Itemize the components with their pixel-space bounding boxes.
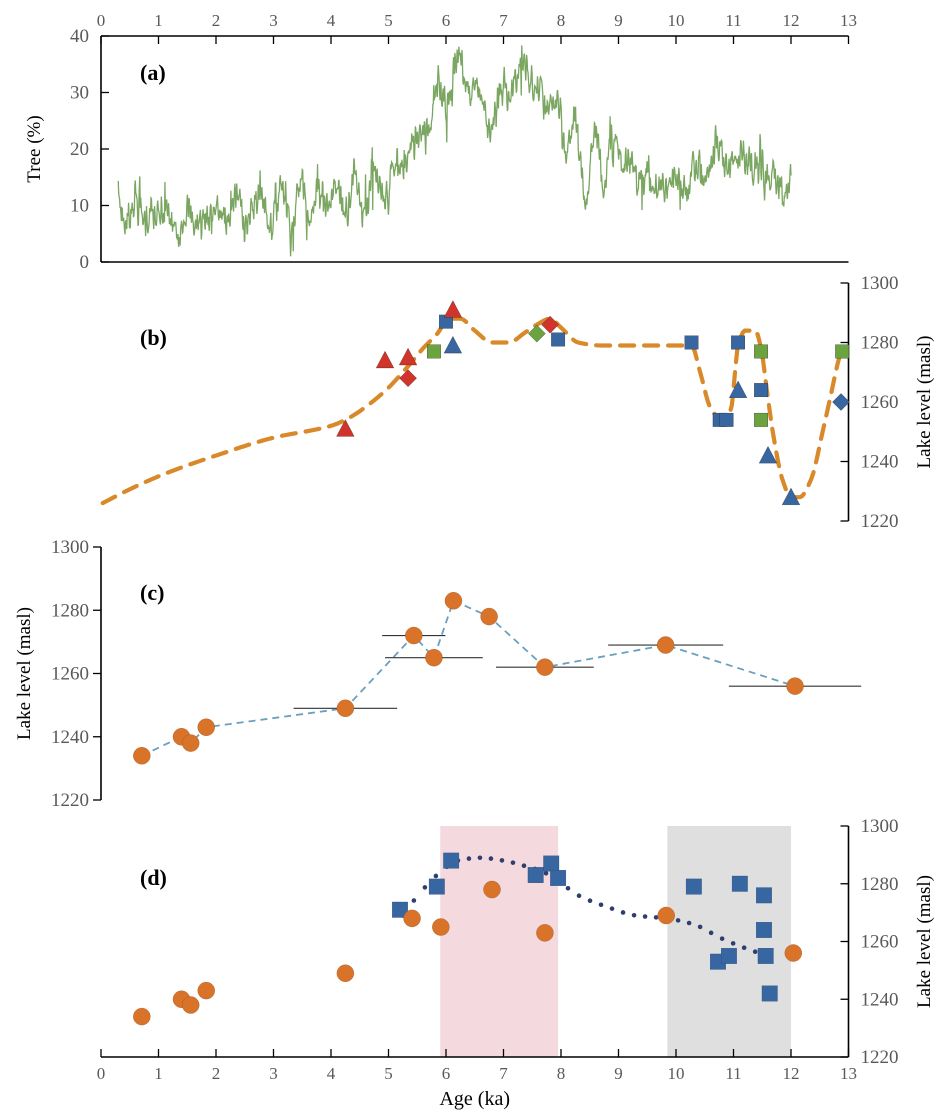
svg-text:1260: 1260 xyxy=(861,392,899,413)
svg-text:7: 7 xyxy=(499,11,508,30)
svg-text:10: 10 xyxy=(668,1064,685,1083)
svg-text:12: 12 xyxy=(783,1064,800,1083)
svg-text:11: 11 xyxy=(725,1064,741,1083)
svg-text:9: 9 xyxy=(614,11,623,30)
svg-text:13: 13 xyxy=(840,11,857,30)
svg-text:Tree (%): Tree (%) xyxy=(24,115,45,182)
svg-text:1: 1 xyxy=(154,1064,163,1083)
svg-text:8: 8 xyxy=(557,11,566,30)
svg-text:1220: 1220 xyxy=(861,1047,899,1068)
svg-text:1260: 1260 xyxy=(861,932,899,953)
svg-text:6: 6 xyxy=(442,1064,451,1083)
svg-text:10: 10 xyxy=(668,11,685,30)
svg-text:9: 9 xyxy=(614,1064,623,1083)
svg-text:1300: 1300 xyxy=(861,273,899,294)
svg-text:0: 0 xyxy=(97,1064,106,1083)
svg-text:1240: 1240 xyxy=(51,727,89,748)
svg-text:1240: 1240 xyxy=(861,989,899,1010)
svg-text:30: 30 xyxy=(70,83,89,104)
svg-text:6: 6 xyxy=(442,11,451,30)
svg-text:3: 3 xyxy=(269,1064,278,1083)
svg-text:11: 11 xyxy=(725,11,741,30)
svg-text:10: 10 xyxy=(70,196,89,217)
svg-text:Age (ka): Age (ka) xyxy=(439,1088,510,1110)
svg-text:(d): (d) xyxy=(140,865,167,890)
svg-text:1220: 1220 xyxy=(861,511,899,532)
svg-text:1280: 1280 xyxy=(861,333,899,354)
svg-text:1: 1 xyxy=(154,11,163,30)
svg-text:Lake level (masl): Lake level (masl) xyxy=(14,607,35,740)
svg-text:1280: 1280 xyxy=(51,600,89,621)
svg-text:2: 2 xyxy=(212,11,221,30)
svg-text:1280: 1280 xyxy=(861,874,899,895)
svg-text:12: 12 xyxy=(783,11,800,30)
svg-text:1260: 1260 xyxy=(51,664,89,685)
svg-text:8: 8 xyxy=(557,1064,566,1083)
svg-text:(a): (a) xyxy=(140,60,166,85)
svg-text:1220: 1220 xyxy=(51,790,89,811)
svg-text:3: 3 xyxy=(269,11,278,30)
svg-text:(b): (b) xyxy=(140,325,167,350)
svg-text:40: 40 xyxy=(70,26,89,47)
svg-text:0: 0 xyxy=(80,252,90,273)
svg-text:1300: 1300 xyxy=(51,537,89,558)
svg-text:Lake level (masl): Lake level (masl) xyxy=(914,875,935,1008)
svg-text:7: 7 xyxy=(499,1064,508,1083)
svg-text:13: 13 xyxy=(840,1064,857,1083)
svg-text:0: 0 xyxy=(97,11,106,30)
svg-text:(c): (c) xyxy=(140,580,164,605)
svg-text:1240: 1240 xyxy=(861,452,899,473)
svg-text:Lake level (masl): Lake level (masl) xyxy=(914,336,935,469)
svg-text:5: 5 xyxy=(384,1064,393,1083)
svg-text:2: 2 xyxy=(212,1064,221,1083)
svg-text:1300: 1300 xyxy=(861,816,899,837)
svg-text:5: 5 xyxy=(384,11,393,30)
svg-text:20: 20 xyxy=(70,139,89,160)
svg-text:4: 4 xyxy=(327,1064,336,1083)
svg-text:4: 4 xyxy=(327,11,336,30)
